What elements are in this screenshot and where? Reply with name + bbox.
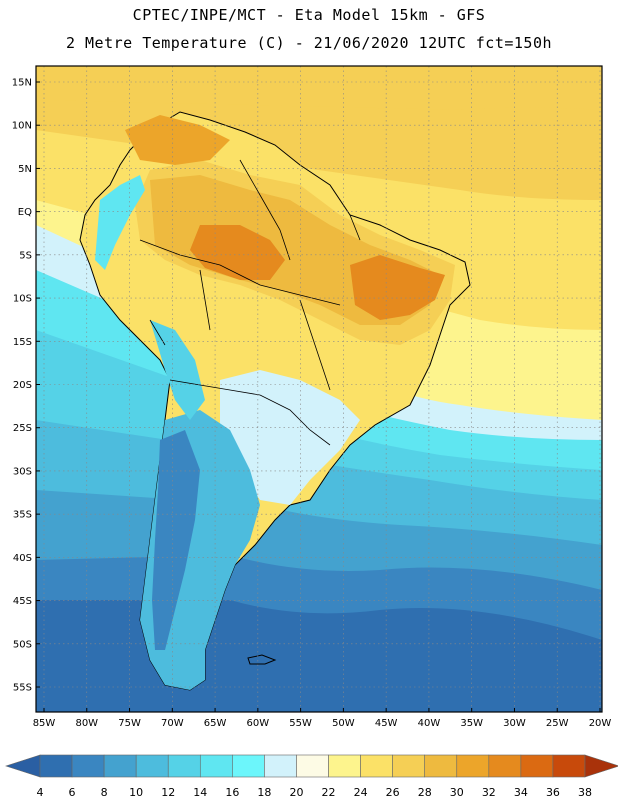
lat-label: 30S <box>13 466 32 477</box>
lat-label: 50S <box>13 639 32 650</box>
andes-cold <box>152 430 200 650</box>
colorbar-label: 18 <box>257 786 271 799</box>
lat-label: 25S <box>13 423 32 434</box>
lon-label: 70W <box>161 718 184 729</box>
country-borders <box>139 159 361 446</box>
colorbar-label: 4 <box>37 786 44 799</box>
colorbar-label: 30 <box>450 786 464 799</box>
map-title-line2: 2 Metre Temperature (C) - 21/06/2020 12U… <box>65 34 553 52</box>
colorbar-swatch <box>135 754 169 778</box>
colorbar-label: 32 <box>482 786 496 799</box>
lat-label: 45S <box>13 596 32 607</box>
lat-label: 5S <box>19 250 32 261</box>
ocean-band-north <box>36 66 602 110</box>
andes-ridge-central <box>150 320 205 420</box>
lat-label: 15N <box>12 78 32 89</box>
lat-label: 35S <box>13 510 32 521</box>
lat-label: 10N <box>12 121 32 132</box>
hottest-amazon <box>190 225 285 280</box>
lon-label: 25W <box>546 718 569 729</box>
colorbar-label: 36 <box>546 786 560 799</box>
colorbar-label: 22 <box>322 786 336 799</box>
colorbar-swatch <box>552 754 586 778</box>
lon-label: 20W <box>589 718 612 729</box>
colorbar-label: 14 <box>193 786 207 799</box>
colorbar-swatch <box>456 754 490 778</box>
lat-label: 55S <box>13 683 32 694</box>
colorbar-swatch <box>199 754 233 778</box>
colorbar-swatch <box>328 754 361 778</box>
colorbar-label: 28 <box>418 786 432 799</box>
lat-label: 20S <box>13 380 32 391</box>
falkland-islands <box>247 654 277 665</box>
lon-label: 75W <box>118 718 141 729</box>
colorbar-swatch <box>424 754 458 778</box>
lon-label: 30W <box>503 718 526 729</box>
lon-label: 45W <box>375 718 398 729</box>
lon-label: 50W <box>332 718 355 729</box>
lon-label: 85W <box>33 718 56 729</box>
lon-label: 40W <box>418 718 441 729</box>
lat-label: 40S <box>13 553 32 564</box>
colorbar-swatch <box>264 754 297 778</box>
colorbar-swatch <box>488 754 522 778</box>
colorbar-swatch <box>392 754 426 778</box>
colorbar-swatch <box>360 754 393 778</box>
colorbar-label: 6 <box>69 786 76 799</box>
lat-label: 10S <box>13 294 32 305</box>
colorbar-label: 8 <box>101 786 108 799</box>
colorbar-label: 38 <box>578 786 592 799</box>
hot-northeast <box>350 255 445 320</box>
lon-label: 35W <box>460 718 483 729</box>
colorbar-label: 12 <box>161 786 175 799</box>
colorbar-label: 34 <box>514 786 528 799</box>
lat-label: 5N <box>18 164 32 175</box>
colorbar-label: 10 <box>129 786 143 799</box>
colorbar-label: 26 <box>386 786 400 799</box>
colorbar-label: 16 <box>225 786 239 799</box>
colorbar-high-arrow <box>584 754 618 778</box>
colorbar-swatch <box>103 754 137 778</box>
longitude-labels: 85W 80W 75W 70W 65W 60W 55W 50W 45W 40W 35W 30W 25W 2… <box>33 708 612 729</box>
colorbar-swatch <box>71 754 105 778</box>
colorbar-swatch <box>167 754 201 778</box>
lat-label: 15S <box>13 337 32 348</box>
lon-label: 80W <box>75 718 98 729</box>
colorbar-label: 20 <box>289 786 303 799</box>
lon-label: 55W <box>289 718 312 729</box>
map-field <box>36 66 602 712</box>
colorbar-swatch <box>39 754 73 778</box>
lon-label: 60W <box>247 718 270 729</box>
hot-north <box>125 115 230 165</box>
latitude-labels: 15N 10N 5N EQ 5S 10S 15S 20S 25S 30S 35S 40S 45S 50S 5… <box>12 78 40 694</box>
colorbar-label: 24 <box>354 786 368 799</box>
colorbar-swatch <box>232 754 265 778</box>
lat-label: EQ <box>18 207 32 218</box>
andes-ridge-north <box>95 175 145 270</box>
colorbar-swatch <box>520 754 554 778</box>
south-cool-land <box>220 370 360 505</box>
map-frame <box>35 65 603 713</box>
colorbar: 4 6 8 10 12 14 16 18 20 22 24 26 28 30 32 34 36 38 <box>5 754 618 799</box>
lon-label: 65W <box>204 718 227 729</box>
colorbar-swatch <box>296 754 329 778</box>
colorbar-low-arrow <box>5 754 41 778</box>
map-title-line1: CPTEC/INPE/MCT - Eta Model 15km - GFS <box>132 6 486 24</box>
